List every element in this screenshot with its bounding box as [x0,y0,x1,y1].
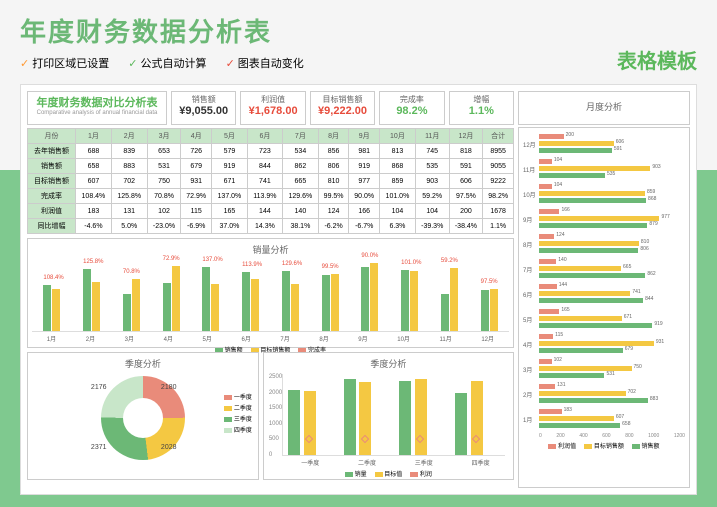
metric-box: 完成率98.2% [379,91,444,125]
metric-box: 增幅1.1% [449,91,514,125]
metric-box: 销售额¥9,055.00 [171,91,236,125]
brand-label: 表格模板 [617,45,697,74]
sales-bar-chart: 销量分析 108.4%125.8%70.8%72.9%137.0%113.9%1… [27,238,514,348]
metric-box: 目标销售额¥9,222.00 [310,91,375,125]
feat-3: 图表自动变化 [238,58,304,70]
feat-1: 打印区域已设置 [32,58,109,70]
quarter-pie-chart: 季度分析 2180202823712176 一季度 二季度 三季度 四季度 [27,352,259,480]
metric-box: 利润值¥1,678.00 [240,91,305,125]
dashboard-panel: 年度财务数据对比分析表 Comparative analysis of annu… [20,84,697,495]
data-table: 月份1月2月3月4月5月6月7月8月9月10月11月12月合计去年销售额6888… [27,128,514,234]
month-analysis-title: 月度分析 [518,91,690,125]
subtitle-box: 年度财务数据对比分析表 Comparative analysis of annu… [27,91,167,125]
page-title: 年度财务数据分析表 [20,12,697,49]
feature-list: ✓打印区域已设置 ✓公式自动计算 ✓图表自动变化 [20,55,697,71]
month-hbar-chart: 12月 200 606 591 11月 104 903 535 10月 104 … [518,127,690,488]
feat-2: 公式自动计算 [141,58,207,70]
quarter-line-chart: 季度分析 05001000150020002500 一季度二季度三季度四季度 销… [263,352,514,480]
